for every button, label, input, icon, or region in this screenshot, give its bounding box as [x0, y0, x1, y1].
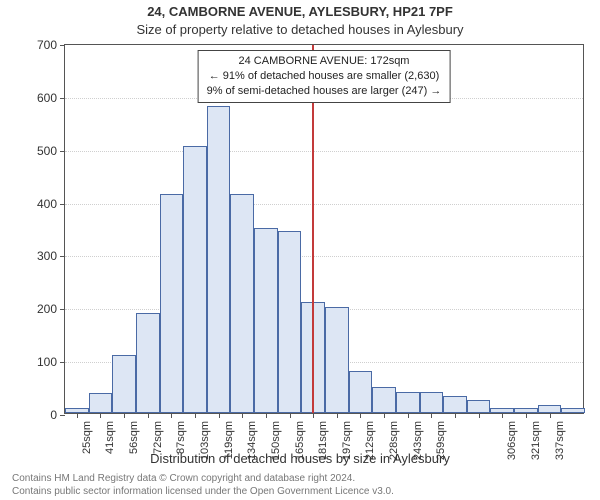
histogram-bar — [561, 408, 585, 413]
y-tick-mark — [60, 98, 65, 99]
y-tick-label: 200 — [37, 302, 57, 316]
x-tick-mark — [384, 413, 385, 418]
x-tick-label: 72sqm — [152, 421, 164, 454]
x-tick-label: 25sqm — [81, 421, 93, 454]
x-tick-mark — [100, 413, 101, 418]
y-tick-label: 400 — [37, 197, 57, 211]
x-tick-mark — [479, 413, 480, 418]
histogram-bar — [112, 355, 136, 413]
x-tick-mark — [455, 413, 456, 418]
x-tick-mark — [171, 413, 172, 418]
annotation-line-1: 24 CAMBORNE AVENUE: 172sqm — [207, 54, 442, 69]
histogram-bar — [183, 146, 207, 413]
histogram-bar — [396, 392, 420, 413]
y-tick-label: 700 — [37, 38, 57, 52]
histogram-bar — [325, 307, 349, 413]
histogram-bar — [136, 313, 160, 413]
histogram-bar — [160, 194, 184, 413]
annotation-box: 24 CAMBORNE AVENUE: 172sqm ← 91% of deta… — [198, 50, 451, 103]
gridline — [65, 256, 583, 257]
histogram-bar — [420, 392, 444, 413]
y-tick-label: 300 — [37, 249, 57, 263]
x-tick-mark — [313, 413, 314, 418]
x-tick-mark — [195, 413, 196, 418]
x-tick-mark — [290, 413, 291, 418]
histogram-bar — [230, 194, 254, 413]
x-tick-mark — [266, 413, 267, 418]
histogram-bar — [207, 106, 231, 413]
x-tick-mark — [360, 413, 361, 418]
x-tick-mark — [124, 413, 125, 418]
y-tick-label: 0 — [50, 408, 57, 422]
histogram-bar — [467, 400, 491, 413]
x-tick-label: 41sqm — [104, 421, 116, 454]
histogram-bar — [372, 387, 396, 413]
x-tick-mark — [408, 413, 409, 418]
y-tick-mark — [60, 204, 65, 205]
x-tick-mark — [148, 413, 149, 418]
y-tick-mark — [60, 362, 65, 363]
footer-line-2: Contains public sector information licen… — [12, 486, 394, 499]
chart-container: 24, CAMBORNE AVENUE, AYLESBURY, HP21 7PF… — [0, 0, 600, 500]
gridline — [65, 204, 583, 205]
histogram-bar — [89, 393, 113, 413]
histogram-bar — [538, 405, 562, 413]
y-tick-mark — [60, 415, 65, 416]
x-tick-label: 56sqm — [128, 421, 140, 454]
x-tick-mark — [219, 413, 220, 418]
x-tick-mark — [242, 413, 243, 418]
annotation-line-3: 9% of semi-detached houses are larger (2… — [207, 84, 442, 99]
x-tick-mark — [337, 413, 338, 418]
x-tick-mark — [526, 413, 527, 418]
y-tick-mark — [60, 45, 65, 46]
x-axis-label: Distribution of detached houses by size … — [0, 451, 600, 466]
chart-title-sub: Size of property relative to detached ho… — [0, 22, 600, 37]
histogram-bar — [443, 396, 467, 413]
y-tick-mark — [60, 309, 65, 310]
footer-line-1: Contains HM Land Registry data © Crown c… — [12, 473, 394, 486]
chart-title-main: 24, CAMBORNE AVENUE, AYLESBURY, HP21 7PF — [0, 4, 600, 19]
histogram-bar — [278, 231, 302, 413]
plot-inner: 010020030040050060070025sqm41sqm56sqm72s… — [64, 44, 584, 414]
plot-area: 010020030040050060070025sqm41sqm56sqm72s… — [64, 44, 584, 414]
x-tick-label: 87sqm — [175, 421, 187, 454]
histogram-bar — [349, 371, 373, 413]
x-tick-mark — [550, 413, 551, 418]
gridline — [65, 151, 583, 152]
x-tick-mark — [502, 413, 503, 418]
footer-attribution: Contains HM Land Registry data © Crown c… — [12, 473, 394, 498]
y-tick-mark — [60, 256, 65, 257]
y-tick-label: 600 — [37, 91, 57, 105]
histogram-bar — [254, 228, 278, 413]
x-tick-mark — [431, 413, 432, 418]
y-tick-mark — [60, 151, 65, 152]
y-tick-label: 100 — [37, 355, 57, 369]
annotation-line-2: ← 91% of detached houses are smaller (2,… — [207, 69, 442, 84]
x-tick-mark — [77, 413, 78, 418]
y-tick-label: 500 — [37, 144, 57, 158]
